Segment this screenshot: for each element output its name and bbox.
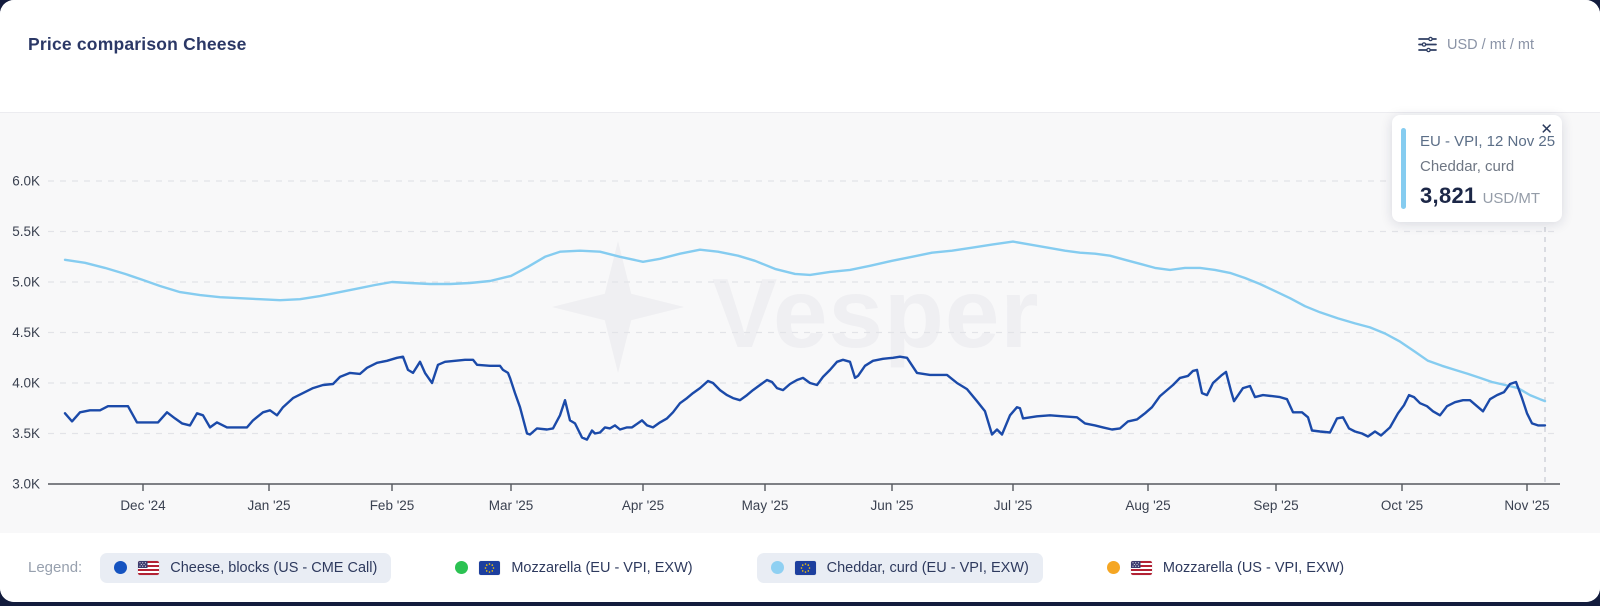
x-axis-tick-label: Jun '25 (870, 498, 913, 513)
tooltip-unit: USD/MT (1482, 190, 1541, 207)
legend-dot-icon (114, 561, 128, 574)
sliders-icon (1418, 36, 1437, 53)
unit-selector-label: USD / mt / mt (1447, 36, 1534, 53)
chart-area: Vesper 3.0K 3.5K 4.0K 4.5K 5.0K 5.5K 6.0K Dec '… (0, 113, 1600, 533)
legend-item-label: Mozzarella (EU - VPI, EXW) (511, 559, 693, 576)
y-axis-tick-label: 5.5K (12, 224, 40, 239)
legend-label: Legend: (28, 559, 83, 576)
legend-dot-icon (1106, 561, 1120, 574)
x-axis-tick-label: Jan '25 (247, 498, 290, 513)
tooltip-product: Cheddar, curd (1420, 158, 1515, 175)
legend-item[interactable]: Mozzarella (EU - VPI, EXW) (441, 553, 706, 583)
legend-item-label: Cheddar, curd (EU - VPI, EXW) (826, 559, 1029, 576)
eu-flag-icon (479, 560, 501, 575)
eu-flag-icon (794, 560, 816, 575)
page-title: Price comparison Cheese (28, 34, 247, 54)
chart-tooltip: ✕ EU - VPI, 12 Nov 25 Cheddar, curd 3,82… (1392, 115, 1562, 222)
tooltip-value: 3,821 (1420, 183, 1477, 208)
us-flag-icon (138, 560, 160, 575)
tooltip-source-date: EU - VPI, 12 Nov 25 (1420, 133, 1556, 150)
y-axis-tick-label: 6.0K (12, 174, 40, 189)
legend-item[interactable]: Cheddar, curd (EU - VPI, EXW) (756, 552, 1043, 583)
legend-item[interactable]: Cheese, blocks (US - CME Call) (100, 552, 392, 583)
y-axis-tick-label: 4.5K (12, 325, 40, 340)
y-axis-tick-label: 3.0K (12, 477, 40, 492)
x-axis-tick-label: Jul '25 (994, 498, 1033, 513)
unit-selector[interactable]: USD / mt / mt (1418, 36, 1534, 53)
x-axis-tick-label: Apr '25 (622, 498, 664, 513)
legend-item[interactable]: Mozzarella (US - VPI, EXW) (1093, 553, 1358, 583)
x-axis-tick-label: Sep '25 (1253, 498, 1298, 513)
tooltip-value-row: 3,821 USD/MT (1420, 183, 1540, 209)
x-axis-tick-label: Aug '25 (1125, 498, 1170, 513)
legend-item-label: Cheese, blocks (US - CME Call) (170, 559, 378, 576)
y-axis-tick-label: 5.0K (12, 275, 40, 290)
card-header: Price comparison Cheese (0, 0, 1600, 113)
tooltip-accent-bar (1401, 128, 1406, 209)
series-line[interactable] (63, 240, 1547, 403)
price-chart[interactable]: 3.0K 3.5K 4.0K 4.5K 5.0K 5.5K 6.0K Dec '24 Jan '… (0, 113, 1600, 533)
y-axis-tick-label: 3.5K (12, 426, 40, 441)
legend-dot-icon (455, 561, 469, 574)
x-axis-tick-label: May '25 (742, 498, 789, 513)
x-axis-tick-label: Feb '25 (370, 498, 415, 513)
series-line[interactable] (63, 355, 1547, 441)
legend-item-label: Mozzarella (US - VPI, EXW) (1162, 559, 1345, 576)
y-axis-tick-label: 4.0K (12, 376, 40, 391)
x-axis-tick-label: Nov '25 (1504, 498, 1549, 513)
us-flag-icon (1130, 560, 1152, 575)
tooltip-close-button[interactable]: ✕ (1536, 118, 1557, 141)
legend-items: Cheese, blocks (US - CME Call) Mozzarella… (100, 552, 1358, 583)
legend-dot-icon (770, 561, 784, 574)
x-axis-tick-label: Dec '24 (120, 498, 166, 513)
legend-bar: Legend: Cheese, blocks (US - CME Call) Mo… (0, 533, 1600, 602)
x-axis-tick-label: Oct '25 (1381, 498, 1423, 513)
x-axis-tick-label: Mar '25 (489, 498, 534, 513)
